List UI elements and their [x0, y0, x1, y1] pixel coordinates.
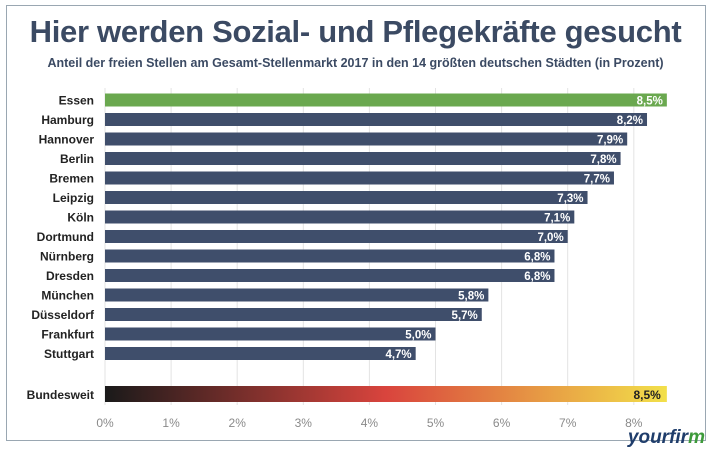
bar: [105, 249, 555, 263]
chart-subtitle: Anteil der freien Stellen am Gesamt-Stel…: [47, 56, 664, 70]
x-tick-label: 6%: [493, 416, 511, 430]
data-label: 6,8%: [524, 271, 550, 283]
category-label: Bremen: [49, 172, 94, 186]
x-tick-label: 5%: [427, 416, 445, 430]
bar: [105, 152, 621, 165]
data-label: 4,7%: [385, 349, 411, 361]
data-label: 7,7%: [584, 174, 610, 186]
data-label: 6,8%: [524, 252, 550, 264]
data-label: 5,7%: [452, 310, 478, 322]
bar: [105, 171, 614, 185]
category-label: Essen: [59, 94, 94, 108]
data-label: 7,1%: [544, 213, 570, 225]
bar: [105, 132, 628, 146]
category-label: Düsseldorf: [31, 308, 95, 322]
chart-frame: [6, 5, 706, 441]
category-label: Frankfurt: [41, 328, 94, 342]
x-tick-label: 8%: [625, 416, 643, 430]
data-label: 7,8%: [590, 154, 616, 166]
category-label: Berlin: [60, 152, 94, 166]
summary-data-label: 8,5%: [633, 388, 661, 402]
data-label: 8,5%: [637, 96, 663, 108]
x-tick-label: 7%: [559, 416, 577, 430]
data-label: 5,0%: [405, 330, 431, 342]
bar: [105, 269, 555, 282]
data-label: 7,0%: [537, 232, 563, 244]
data-label: 5,8%: [458, 291, 484, 303]
category-label: Leipzig: [53, 191, 94, 205]
summary-category-label: Bundesweit: [27, 388, 94, 402]
x-tick-label: 3%: [295, 416, 313, 430]
x-tick-label: 4%: [361, 416, 379, 430]
bar: [105, 347, 416, 360]
summary-bar: [105, 386, 667, 402]
x-tick-label: 0%: [96, 416, 114, 430]
yourfirm-logo: yourfirm: [627, 427, 705, 448]
category-label: Köln: [67, 211, 94, 225]
data-label: 7,3%: [557, 193, 583, 205]
x-tick-label: 1%: [162, 416, 180, 430]
category-label: Nürnberg: [40, 250, 94, 264]
bar: [105, 308, 482, 321]
category-label: Stuttgart: [44, 347, 94, 361]
bar: [105, 191, 588, 204]
chart-title: Hier werden Sozial- und Pflegekräfte ges…: [29, 14, 682, 49]
category-label: Hannover: [39, 133, 95, 147]
bar: [105, 113, 648, 126]
bar: [105, 288, 489, 302]
category-label: Dortmund: [37, 230, 94, 244]
bar: [105, 210, 575, 224]
bar: [105, 230, 568, 243]
bar: [105, 327, 436, 341]
x-tick-label: 2%: [229, 416, 247, 430]
category-label: Hamburg: [41, 113, 94, 127]
data-label: 8,2%: [617, 115, 643, 127]
bar: [105, 93, 667, 107]
category-label: Dresden: [46, 269, 94, 283]
category-label: München: [41, 289, 94, 303]
data-label: 7,9%: [597, 135, 623, 147]
